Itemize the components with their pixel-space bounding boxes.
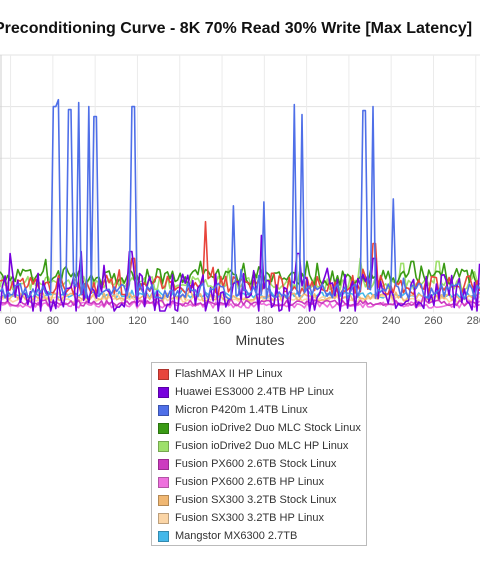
x-tick-label-280: 280	[467, 315, 480, 327]
legend-label-2: Micron P420m 1.4TB Linux	[175, 404, 308, 416]
series-lines	[0, 98, 480, 312]
x-tick-label-140: 140	[171, 315, 189, 327]
legend-label-1: Huawei ES3000 2.4TB HP Linux	[175, 386, 334, 398]
legend-label-8: Fusion SX300 3.2TB HP Linux	[175, 512, 324, 524]
legend-item-9[interactable]: Mangstor MX6300 2.7TB	[158, 527, 366, 545]
legend-item-4[interactable]: Fusion ioDrive2 Duo MLC HP Linux	[158, 437, 366, 455]
legend-label-5: Fusion PX600 2.6TB Stock Linux	[175, 458, 337, 470]
legend-swatch-2	[158, 404, 169, 416]
x-tick-label-260: 260	[424, 315, 442, 327]
legend-swatch-3	[158, 422, 169, 434]
legend-item-8[interactable]: Fusion SX300 3.2TB HP Linux	[158, 509, 366, 527]
series-line-2	[0, 98, 480, 300]
legend-swatch-4	[158, 440, 169, 452]
legend-label-3: Fusion ioDrive2 Duo MLC Stock Linux	[175, 422, 361, 434]
chart-title-text: Preconditioning Curve - 8K 70% Read 30% …	[0, 20, 473, 37]
x-axis-ticks: 60 80 100 120 140 160 180 200 220 240 260 280	[4, 315, 480, 327]
legend-label-4: Fusion ioDrive2 Duo MLC HP Linux	[175, 440, 349, 452]
legend-swatch-7	[158, 494, 169, 506]
x-tick-label-120: 120	[128, 315, 146, 327]
legend-item-5[interactable]: Fusion PX600 2.6TB Stock Linux	[158, 455, 366, 473]
legend-label-0: FlashMAX II HP Linux	[175, 368, 283, 380]
legend-swatch-8	[158, 512, 169, 524]
x-tick-label-80: 80	[47, 315, 59, 327]
chart-title: Preconditioning Curve - 8K 70% Read 30% …	[0, 20, 480, 42]
legend-item-1[interactable]: Huawei ES3000 2.4TB HP Linux	[158, 383, 366, 401]
x-tick-label-240: 240	[382, 315, 400, 327]
x-tick-label-60: 60	[4, 315, 16, 327]
legend-swatch-6	[158, 476, 169, 488]
legend-item-7[interactable]: Fusion SX300 3.2TB Stock Linux	[158, 491, 366, 509]
series-line-7	[0, 288, 480, 302]
x-tick-label-180: 180	[255, 315, 273, 327]
legend-swatch-5	[158, 458, 169, 470]
plot-area: 60 80 100 120 140 160 180 200 220 240 260 280	[0, 54, 480, 327]
legend-swatch-9	[158, 530, 169, 542]
x-tick-label-160: 160	[213, 315, 231, 327]
x-tick-label-100: 100	[86, 315, 104, 327]
x-tick-label-220: 220	[340, 315, 358, 327]
legend-item-6[interactable]: Fusion PX600 2.6TB HP Linux	[158, 473, 366, 491]
x-tick-label-200: 200	[297, 315, 315, 327]
legend-swatch-1	[158, 386, 169, 398]
legend: FlashMAX II HP Linux Huawei ES3000 2.4TB …	[151, 362, 367, 546]
legend-item-0[interactable]: FlashMAX II HP Linux	[158, 365, 366, 383]
legend-item-2[interactable]: Micron P420m 1.4TB Linux	[158, 401, 366, 419]
x-axis-label: Minutes	[235, 332, 285, 348]
legend-item-3[interactable]: Fusion ioDrive2 Duo MLC Stock Linux	[158, 419, 366, 437]
legend-label-9: Mangstor MX6300 2.7TB	[175, 530, 298, 542]
legend-label-7: Fusion SX300 3.2TB Stock Linux	[175, 494, 337, 506]
series-line-1	[0, 234, 480, 312]
legend-swatch-0	[158, 368, 169, 380]
legend-label-6: Fusion PX600 2.6TB HP Linux	[175, 476, 324, 488]
